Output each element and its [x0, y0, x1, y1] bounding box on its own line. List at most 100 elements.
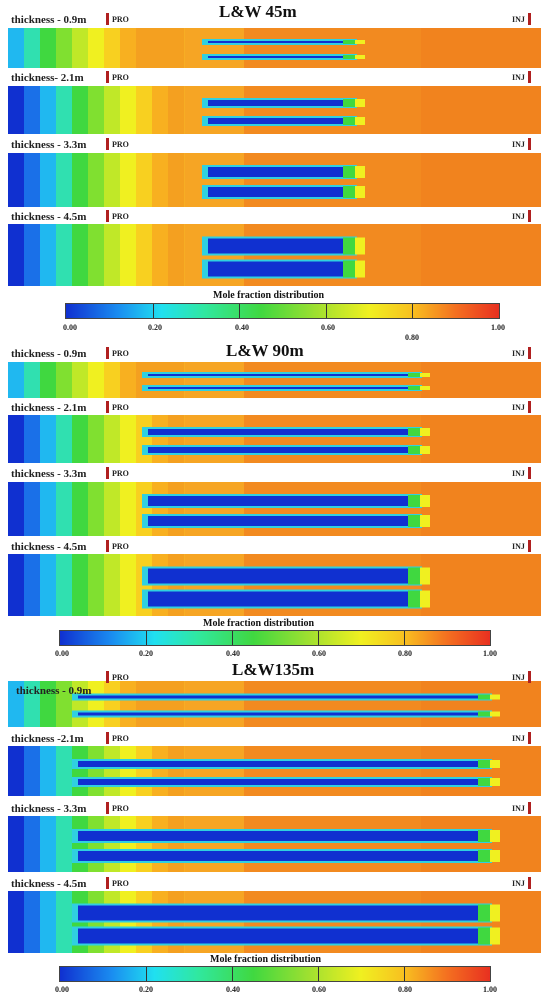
colorbar	[59, 966, 491, 982]
well-bar-icon	[106, 732, 109, 744]
producer-well-marker: PRO	[106, 138, 129, 150]
colorbar-tick	[318, 631, 319, 645]
well-bar-icon	[527, 71, 531, 83]
well-bar-icon	[106, 210, 109, 222]
injector-well-marker: INJ	[512, 210, 531, 222]
injector-well-marker: INJ	[512, 71, 531, 83]
colorbar-tick-label: 0.40	[235, 323, 249, 332]
colorbar-tick	[318, 967, 319, 981]
well-bar-icon	[527, 540, 531, 552]
producer-well-marker: PRO	[106, 347, 129, 359]
panel-label: thickness- 2.1m	[11, 72, 84, 84]
colorbar	[59, 630, 491, 646]
well-bar-icon	[106, 401, 109, 413]
well-bar-icon	[106, 540, 109, 552]
injector-well-marker: INJ	[512, 467, 531, 479]
producer-well-marker: PRO	[106, 802, 129, 814]
colorbar	[65, 303, 500, 319]
producer-well-marker: PRO	[106, 732, 129, 744]
colorbar-tick-label: 0.60	[321, 323, 335, 332]
mole-fraction-map	[8, 482, 541, 536]
colorbar-tick-label: 0.80	[398, 985, 412, 994]
mole-fraction-map	[8, 153, 541, 207]
mole-fraction-map	[8, 816, 541, 872]
producer-well-marker: PRO	[106, 540, 129, 552]
colorbar-tick	[146, 967, 147, 981]
producer-well-marker: PRO	[106, 71, 129, 83]
well-bar-icon	[106, 138, 109, 150]
well-bar-icon	[527, 802, 531, 814]
mole-fraction-map	[8, 224, 541, 286]
colorbar-tick-label: 1.00	[483, 985, 497, 994]
colorbar-tick-label: 0.20	[139, 649, 153, 658]
mole-fraction-map	[8, 86, 541, 134]
colorbar-tick-label: 0.00	[63, 323, 77, 332]
injector-well-marker: INJ	[512, 671, 531, 683]
well-bar-icon	[106, 877, 109, 889]
colorbar-tick-label: 0.20	[139, 985, 153, 994]
section-title: L&W135m	[232, 660, 315, 679]
panel-label: thickness - 2.1m	[11, 402, 87, 414]
panel-label: thickness - 3.3m	[11, 468, 87, 480]
well-bar-icon	[106, 71, 109, 83]
mole-fraction-map	[8, 681, 541, 727]
panel-label: thickness - 0.9m	[16, 685, 92, 697]
colorbar-tick	[404, 967, 405, 981]
panel-label: thickness -2.1m	[11, 733, 84, 745]
panel-label: thickness - 0.9m	[11, 348, 87, 360]
colorbar-tick-label: 0.00	[55, 985, 69, 994]
injector-well-marker: INJ	[512, 732, 531, 744]
section-title: L&W 90m	[226, 341, 304, 360]
well-bar-icon	[106, 802, 109, 814]
colorbar-tick	[404, 631, 405, 645]
well-bar-icon	[527, 210, 531, 222]
panel-label: thickness - 4.5m	[11, 878, 87, 890]
panel-label: thickness - 4.5m	[11, 541, 87, 553]
colorbar-title: Mole fraction distribution	[210, 954, 322, 965]
well-bar-icon	[527, 671, 531, 683]
well-bar-icon	[106, 347, 109, 359]
colorbar-tick-label: 0.60	[312, 649, 326, 658]
colorbar-tick	[239, 304, 241, 318]
colorbar-tick	[146, 631, 147, 645]
colorbar-tick	[152, 304, 154, 318]
colorbar-tick-label: 1.00	[491, 323, 505, 332]
colorbar-tick-label: 0.20	[148, 323, 162, 332]
colorbar-tick-label: 0.00	[55, 649, 69, 658]
producer-well-marker: PRO	[106, 467, 129, 479]
mole-fraction-map	[8, 746, 541, 796]
colorbar-tick	[325, 304, 327, 318]
well-bar-icon	[106, 671, 109, 683]
colorbar-tick	[232, 967, 233, 981]
mole-fraction-map	[8, 554, 541, 616]
injector-well-marker: INJ	[512, 540, 531, 552]
mole-fraction-map	[8, 28, 541, 68]
producer-well-marker: PRO	[106, 671, 129, 683]
producer-well-marker: PRO	[106, 401, 129, 413]
panel-label: thickness - 3.3m	[11, 139, 87, 151]
injector-well-marker: INJ	[512, 877, 531, 889]
colorbar-tick	[232, 631, 233, 645]
well-bar-icon	[106, 467, 109, 479]
well-bar-icon	[527, 347, 531, 359]
panel-label: thickness - 4.5m	[11, 211, 87, 223]
injector-well-marker: INJ	[512, 802, 531, 814]
colorbar-title: Mole fraction distribution	[203, 618, 315, 629]
producer-well-marker: PRO	[106, 210, 129, 222]
section-title: L&W 45m	[219, 2, 297, 21]
well-bar-icon	[527, 401, 531, 413]
injector-well-marker: INJ	[512, 13, 531, 25]
injector-well-marker: INJ	[512, 347, 531, 359]
colorbar-tick-label: 1.00	[483, 649, 497, 658]
panel-label: thickness - 3.3m	[11, 803, 87, 815]
well-bar-icon	[527, 138, 531, 150]
colorbar-tick	[412, 304, 414, 318]
colorbar-tick-label: 0.60	[312, 985, 326, 994]
mole-fraction-map	[8, 415, 541, 463]
producer-well-marker: PRO	[106, 877, 129, 889]
well-bar-icon	[527, 467, 531, 479]
well-bar-icon	[527, 13, 531, 25]
mole-fraction-map	[8, 891, 541, 953]
colorbar-tick-label: 0.40	[226, 985, 240, 994]
injector-well-marker: INJ	[512, 401, 531, 413]
